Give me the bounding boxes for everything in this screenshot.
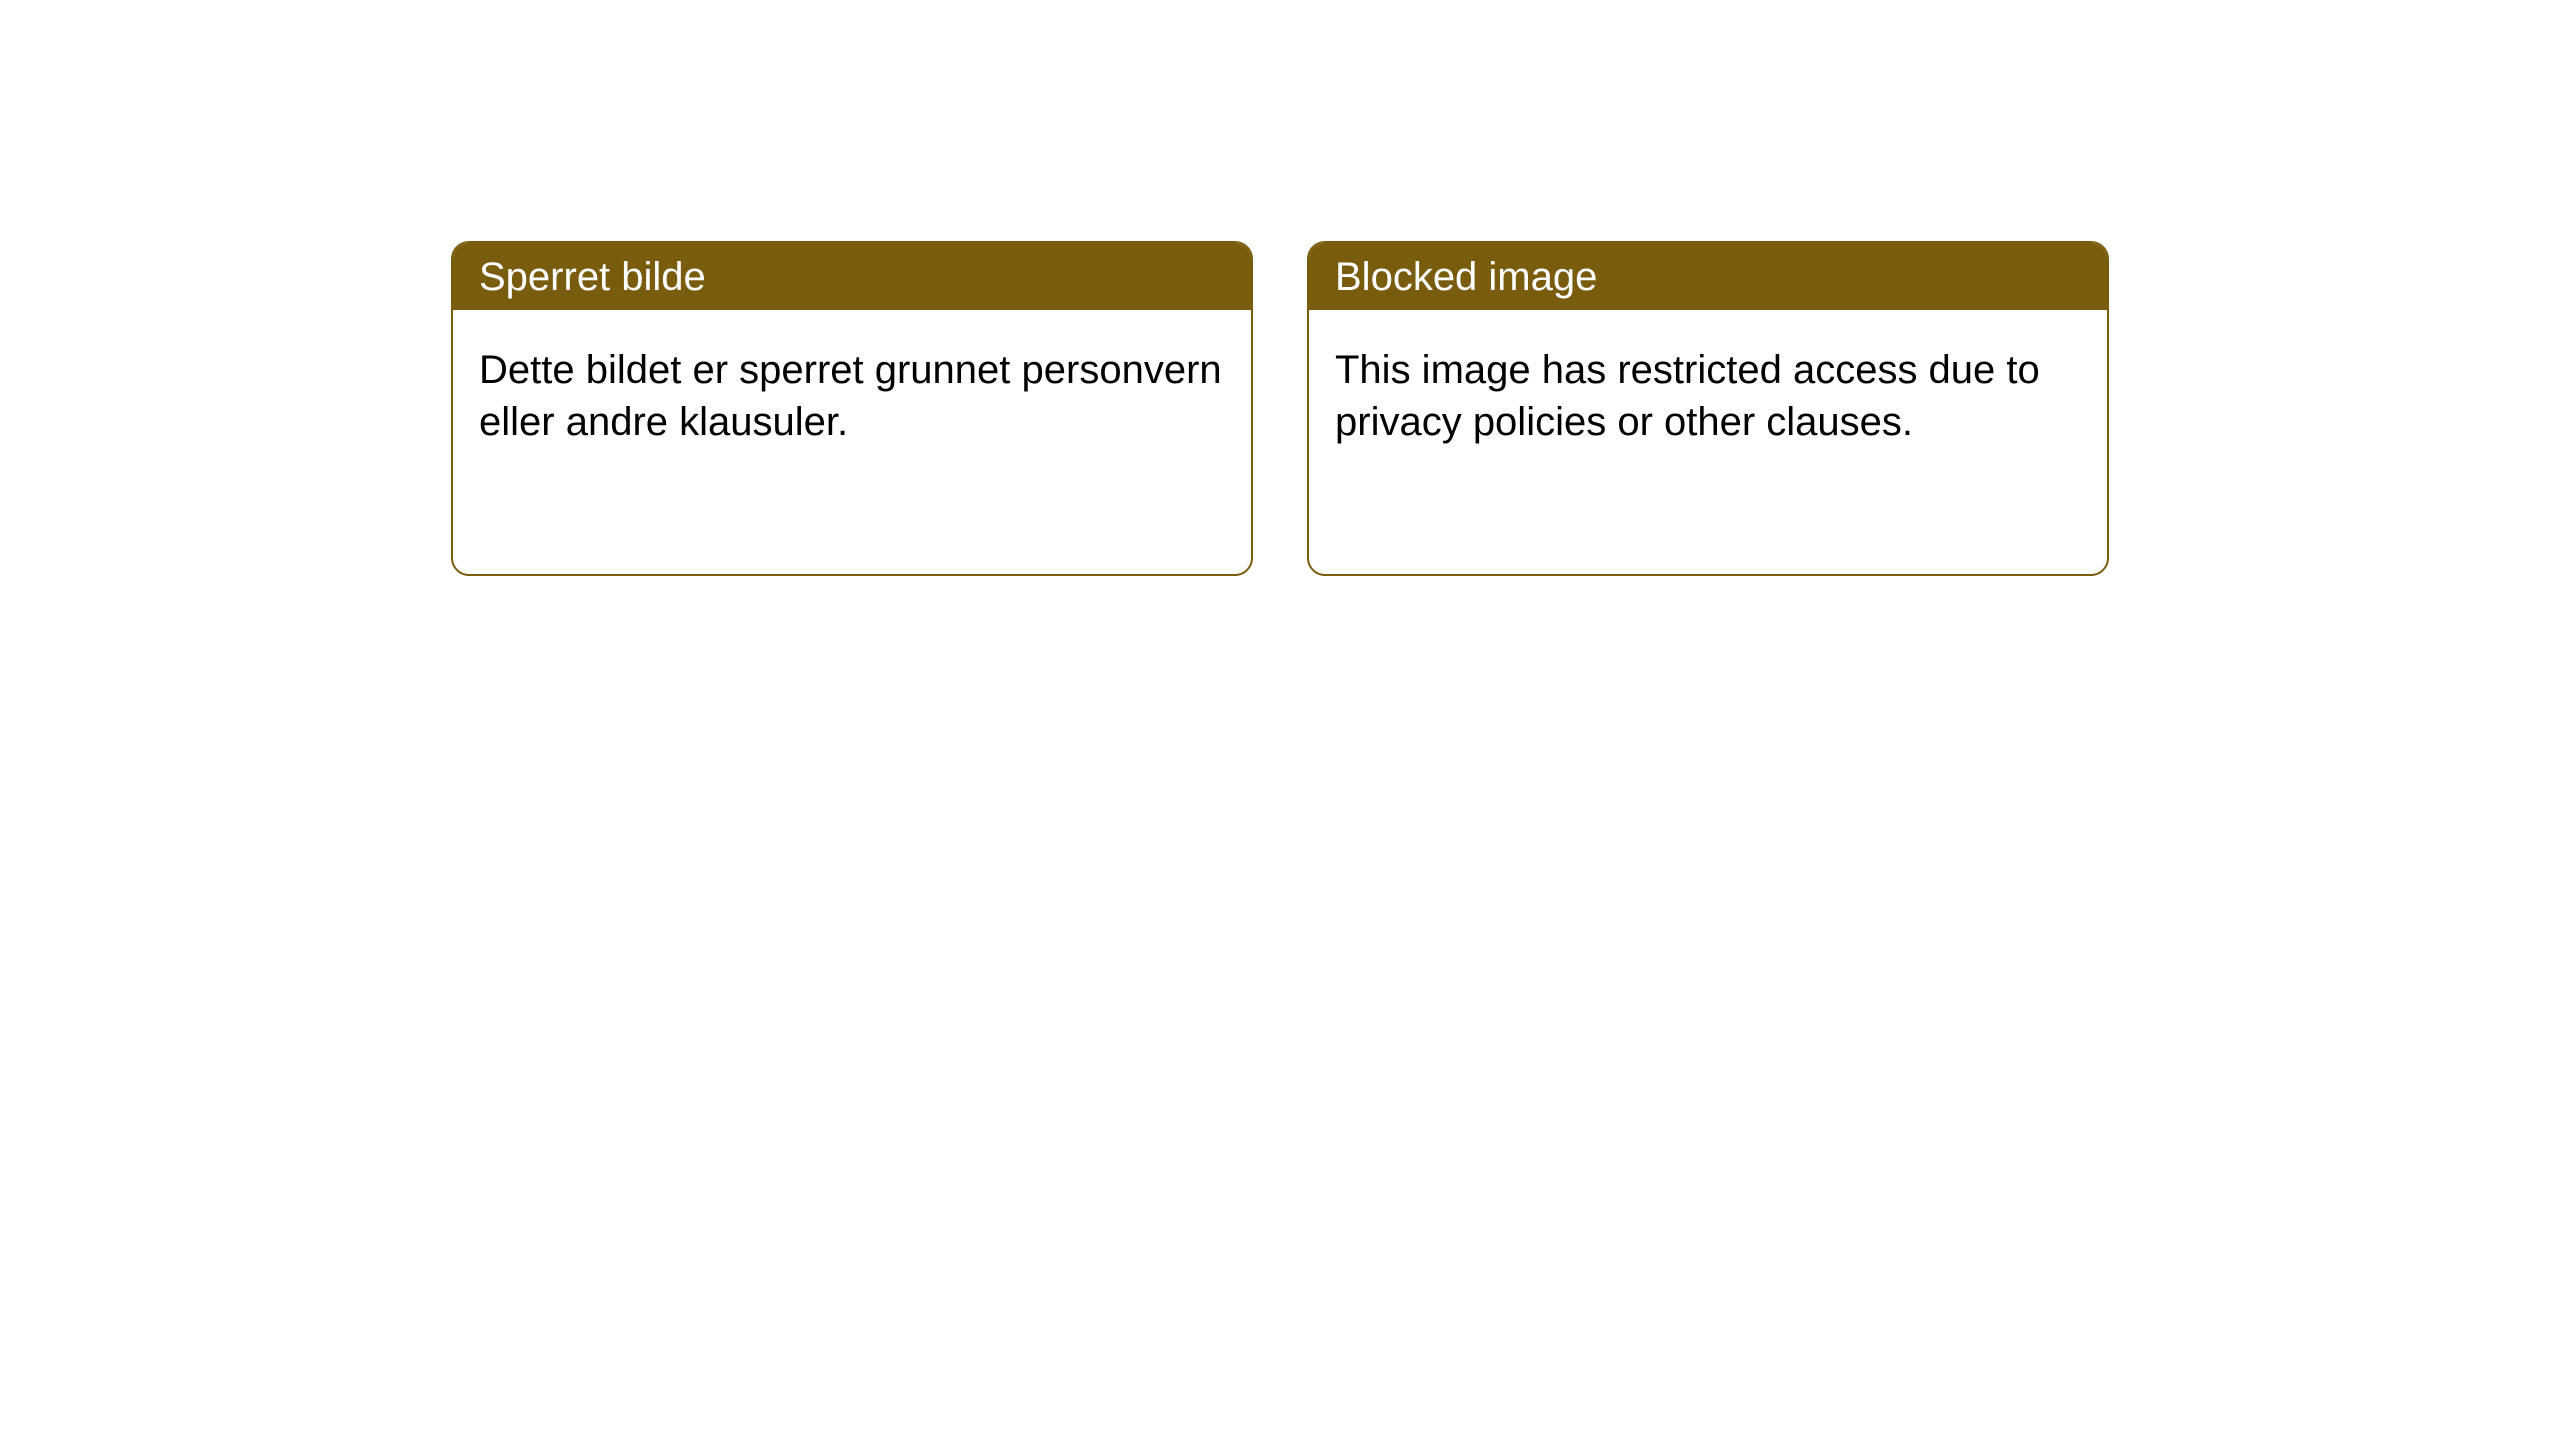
card-title: Blocked image	[1335, 255, 1597, 299]
card-message: This image has restricted access due to …	[1335, 348, 2040, 444]
notice-container: Sperret bilde Dette bildet er sperret gr…	[451, 241, 2109, 576]
card-body: Dette bildet er sperret grunnet personve…	[453, 310, 1251, 482]
card-header: Sperret bilde	[453, 243, 1251, 310]
card-message: Dette bildet er sperret grunnet personve…	[479, 348, 1222, 444]
card-header: Blocked image	[1309, 243, 2107, 310]
card-title: Sperret bilde	[479, 255, 706, 299]
card-body: This image has restricted access due to …	[1309, 310, 2107, 482]
notice-card-norwegian: Sperret bilde Dette bildet er sperret gr…	[451, 241, 1253, 576]
notice-card-english: Blocked image This image has restricted …	[1307, 241, 2109, 576]
